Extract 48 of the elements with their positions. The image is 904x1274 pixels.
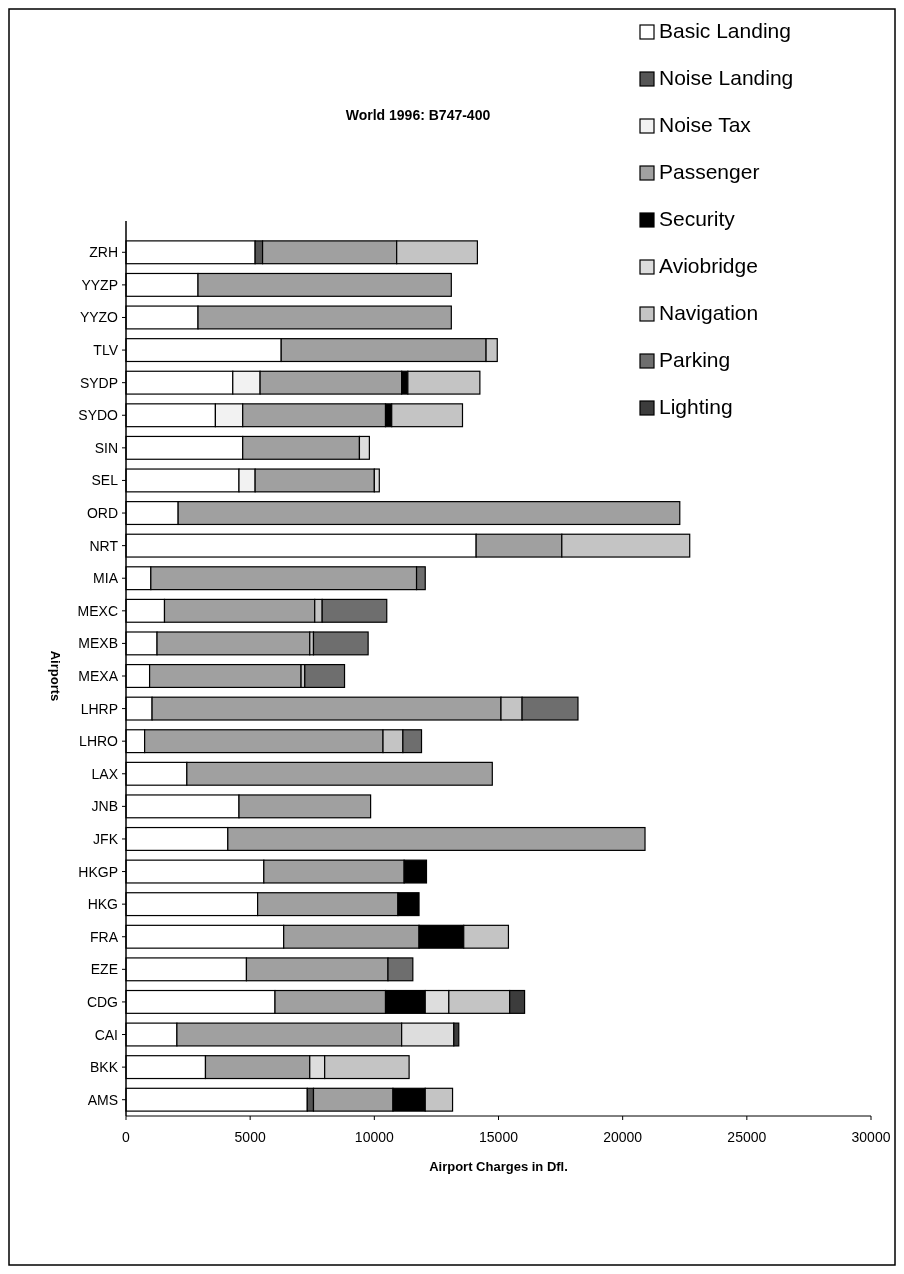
y-tick-label: HKGP — [78, 863, 118, 880]
x-tick-label: 10000 — [354, 1129, 395, 1145]
y-axis-title: Airports — [48, 650, 63, 702]
y-tick-label: BKK — [89, 1059, 119, 1076]
y-tick-label: SYDO — [78, 407, 119, 424]
legend-label: Parking — [659, 348, 731, 371]
y-tick-label: MEXB — [78, 635, 118, 652]
y-tick-label: LHRP — [80, 700, 118, 717]
x-tick-label: 5000 — [234, 1129, 266, 1145]
legend-label: Noise Tax — [659, 113, 752, 136]
chart-title: World 1996: B747-400 — [345, 107, 491, 123]
y-tick-label: ZRH — [89, 244, 118, 261]
y-tick-label: LHRO — [79, 733, 119, 750]
y-tick-label: SIN — [94, 439, 118, 456]
y-tick-label: NRT — [89, 537, 119, 554]
legend-label: Lighting — [659, 395, 733, 418]
x-tick-label: 0 — [122, 1129, 131, 1145]
legend-label: Navigation — [659, 301, 759, 324]
y-tick-label: HKG — [87, 896, 118, 913]
y-tick-label: SYDP — [79, 374, 118, 391]
y-tick-label: SEL — [91, 472, 119, 489]
x-axis-title: Airport Charges in Dfl. — [429, 1159, 568, 1174]
y-tick-label: EZE — [90, 961, 118, 978]
y-tick-label: MEXC — [77, 602, 118, 619]
y-tick-label: JFK — [93, 830, 119, 847]
x-tick-label: 30000 — [851, 1129, 891, 1145]
legend-label: Basic Landing — [659, 19, 791, 42]
legend-label: Security — [659, 207, 736, 230]
y-tick-label: CAI — [94, 1026, 118, 1043]
bar — [312, 631, 369, 656]
y-tick-label: JNB — [91, 798, 118, 815]
bar — [304, 663, 346, 689]
y-tick-label: FRA — [90, 928, 119, 945]
y-tick-label: YYZO — [79, 309, 119, 326]
y-tick-label: ORD — [86, 505, 118, 522]
x-tick-label: 15000 — [479, 1129, 519, 1145]
y-tick-label: LAX — [91, 765, 119, 782]
y-tick-label: CDG — [86, 993, 118, 1010]
y-tick-label: AMS — [87, 1091, 118, 1108]
y-tick-label: MIA — [93, 570, 119, 587]
y-tick-label: MEXA — [78, 668, 119, 684]
y-tick-label: YYZP — [81, 276, 118, 293]
y-tick-label: TLV — [93, 342, 119, 359]
x-tick-label: 25000 — [727, 1129, 767, 1145]
legend-label: Aviobridge — [659, 254, 758, 277]
x-tick-label: 20000 — [603, 1129, 643, 1145]
legend-label: Noise Landing — [659, 66, 794, 89]
legend-label: Passenger — [659, 160, 760, 183]
